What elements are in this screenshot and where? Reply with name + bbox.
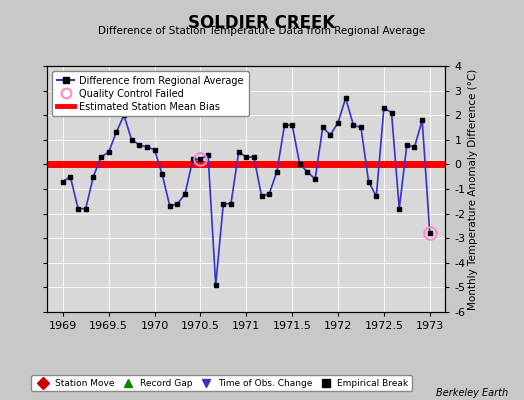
- Text: Difference of Station Temperature Data from Regional Average: Difference of Station Temperature Data f…: [99, 26, 425, 36]
- Legend: Difference from Regional Average, Quality Control Failed, Estimated Station Mean: Difference from Regional Average, Qualit…: [52, 71, 248, 116]
- Text: Berkeley Earth: Berkeley Earth: [436, 388, 508, 398]
- Legend: Station Move, Record Gap, Time of Obs. Change, Empirical Break: Station Move, Record Gap, Time of Obs. C…: [31, 375, 412, 392]
- Y-axis label: Monthly Temperature Anomaly Difference (°C): Monthly Temperature Anomaly Difference (…: [468, 68, 478, 310]
- Text: SOLDIER CREEK: SOLDIER CREEK: [188, 14, 336, 32]
